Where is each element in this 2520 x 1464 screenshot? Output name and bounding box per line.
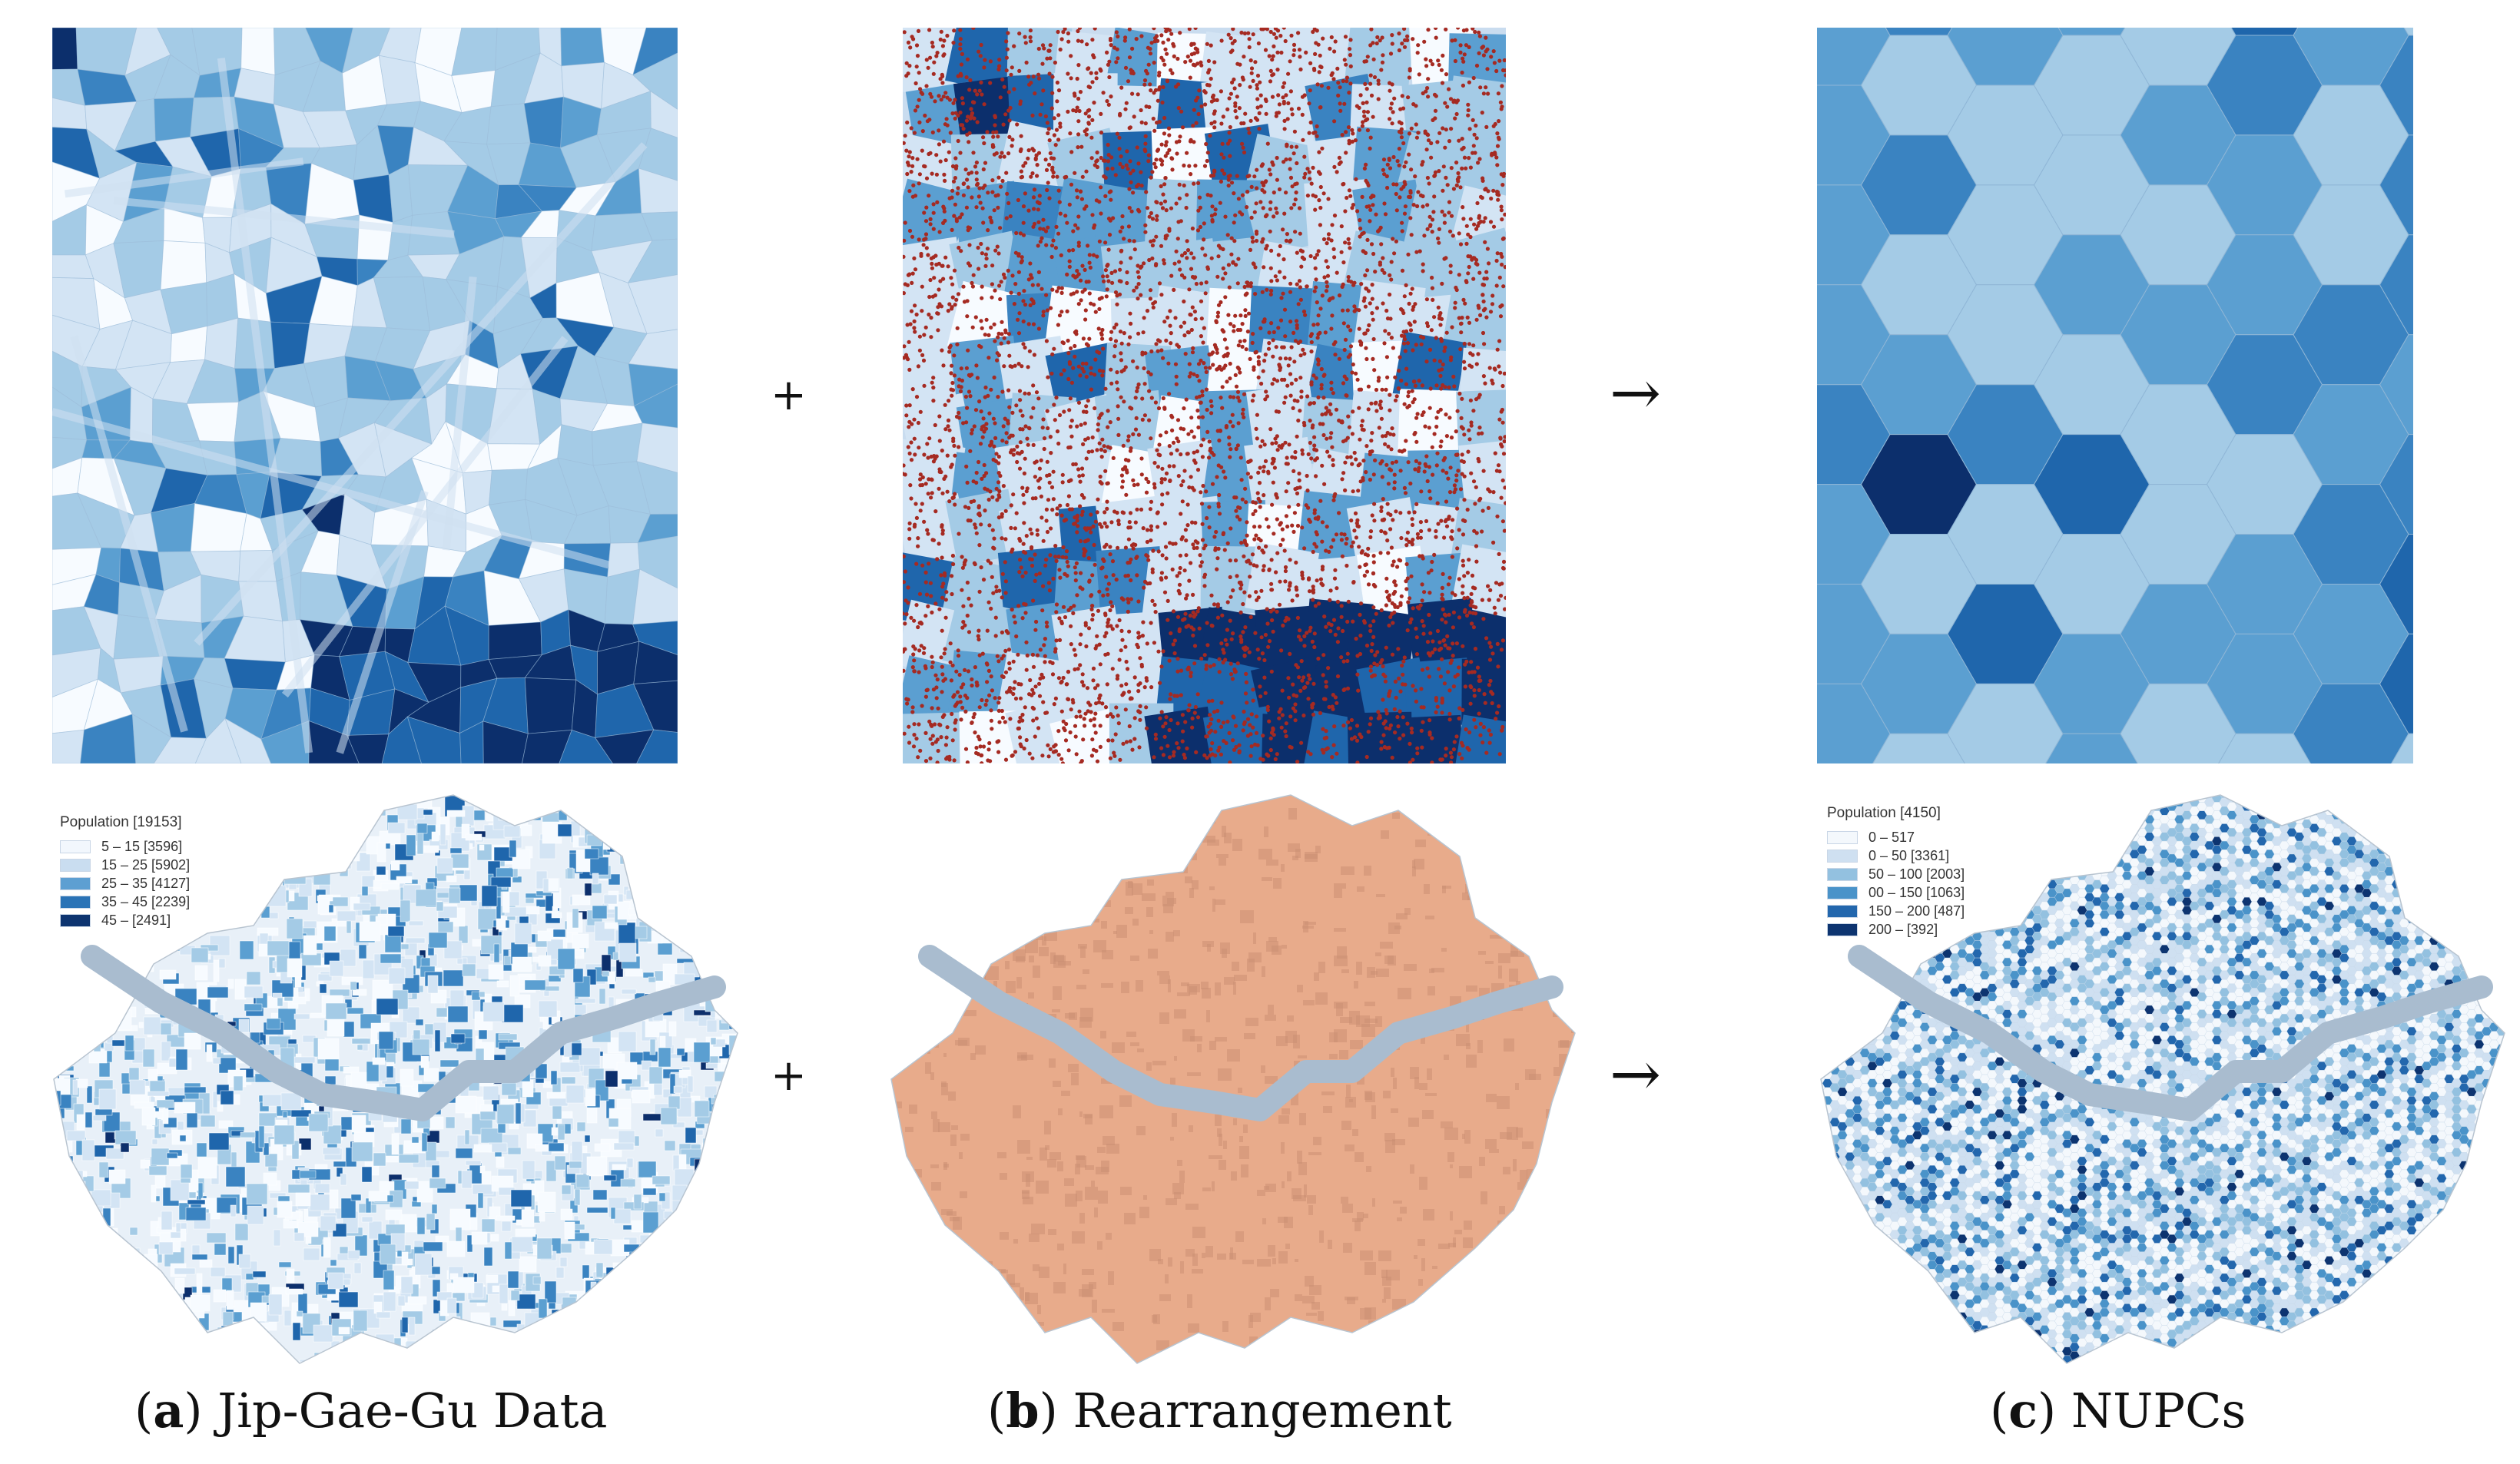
legend-swatch <box>60 895 91 909</box>
city-map-jip-gae-gu <box>15 772 745 1379</box>
legend-title: Population [4150] <box>1827 805 1941 821</box>
legend-row: 00 – 150 [1063] <box>1827 883 1965 902</box>
city-fill <box>891 795 1575 1363</box>
legend-swatch <box>60 840 91 853</box>
legend-swatch <box>1827 886 1858 899</box>
legend-swatch <box>1827 922 1858 936</box>
legend-population-c: Population [4150] 0 – 517 0 – 50 [3361] … <box>1827 805 1965 939</box>
caption-text: Jip-Gae-Gu Data <box>217 1383 608 1439</box>
polygon-mosaic <box>52 28 678 763</box>
caption-a: (a) Jip-Gae-Gu Data <box>134 1383 608 1439</box>
zoom-map-rearrangement-points <box>903 28 1506 763</box>
legend-row: 150 – 200 [487] <box>1827 902 1965 920</box>
legend-row: 45 – [2491] <box>60 911 190 929</box>
river <box>1848 945 2493 1121</box>
legend-row: 15 – 25 [5902] <box>60 856 190 874</box>
legend-row: 25 – 35 [4127] <box>60 874 190 893</box>
caption-letter: a <box>153 1383 184 1439</box>
plus-operator-bottom: + <box>771 1051 807 1101</box>
caption-letter: b <box>1006 1383 1040 1439</box>
legend-swatch <box>1827 904 1858 918</box>
legend-title: Population [19153] <box>60 814 182 830</box>
legend-label: 15 – 25 [5902] <box>101 856 191 873</box>
caption-b: (b) Rearrangement <box>987 1383 1452 1439</box>
legend-row: 50 – 100 [2003] <box>1827 865 1965 883</box>
city-map-nupcs <box>1782 772 2512 1379</box>
legend-label: 0 – 50 [3361] <box>1868 847 1950 863</box>
zoom-map-hexagon-grid <box>1817 28 2413 763</box>
arrow-operator-bottom: → <box>1610 1038 1662 1110</box>
legend-row: 5 – 15 [3596] <box>60 837 190 856</box>
caption-text: Rearrangement <box>1073 1383 1452 1439</box>
legend-label: 150 – 200 [487] <box>1868 903 1965 919</box>
legend-label: 00 – 150 [1063] <box>1868 884 1965 900</box>
caption-letter: c <box>2008 1383 2038 1439</box>
point-cloud <box>903 28 1506 763</box>
legend-label: 200 – [392] <box>1868 921 1938 937</box>
legend-swatch <box>1827 867 1858 881</box>
arrow-operator-top: → <box>1610 357 1662 429</box>
legend-swatch <box>60 913 91 927</box>
plus-operator-top: + <box>771 370 807 420</box>
city-outline <box>890 794 1576 1364</box>
legend-swatch <box>60 876 91 890</box>
legend-label: 0 – 517 <box>1868 829 1915 845</box>
legend-swatch <box>1827 849 1858 863</box>
legend-swatch <box>60 858 91 872</box>
legend-label: 50 – 100 [2003] <box>1868 866 1965 882</box>
legend-population-a: Population [19153] 5 – 15 [3596] 15 – 25… <box>60 814 190 929</box>
legend-label: 45 – [2491] <box>101 912 171 928</box>
hexagon-grid <box>1817 28 2413 763</box>
zoom-map-administrative-polygons <box>52 28 678 763</box>
caption-text: NUPCs <box>2071 1383 2246 1439</box>
legend-row: 0 – 517 <box>1827 828 1965 846</box>
legend-label: 25 – 35 [4127] <box>101 875 191 891</box>
legend-row: 200 – [392] <box>1827 920 1965 939</box>
legend-label: 35 – 45 [2239] <box>101 893 191 909</box>
legend-swatch <box>1827 830 1858 844</box>
legend-row: 35 – 45 [2239] <box>60 893 190 911</box>
city-outline <box>53 794 738 1364</box>
legend-row: 0 – 50 [3361] <box>1827 846 1965 865</box>
legend-label: 5 – 15 [3596] <box>101 838 183 854</box>
river <box>918 945 1563 1121</box>
caption-c: (c) NUPCs <box>1990 1383 2246 1439</box>
city-map-rearrangement <box>853 772 1583 1379</box>
river <box>81 945 726 1121</box>
city-outline <box>1820 794 2505 1364</box>
